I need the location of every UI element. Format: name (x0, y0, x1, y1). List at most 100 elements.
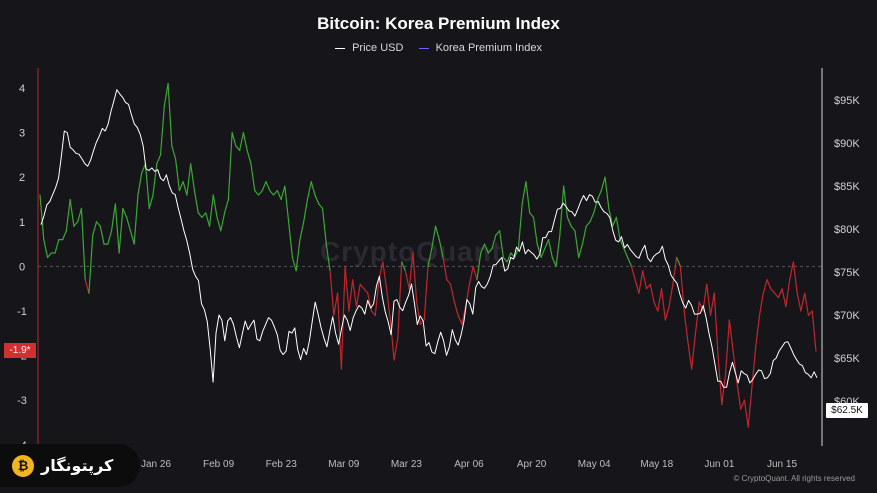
premium-segment (242, 132, 248, 152)
premium-segment (563, 185, 568, 218)
premium-segment (589, 212, 595, 223)
premium-segment (608, 207, 614, 227)
premium-segment (114, 203, 120, 254)
watermark: CryptoQuant (320, 236, 503, 267)
premium-segment (653, 301, 659, 312)
credit-text: © CryptoQuant. All rights reserved (733, 474, 856, 483)
x-tick: Jan 26 (141, 459, 171, 470)
premium-segment (325, 243, 331, 272)
brand-logo[interactable]: ₿ کرپتونگار (0, 444, 140, 487)
current-premium-badge: -1.9* (4, 343, 36, 358)
bitcoin-coin-icon: ₿ (12, 454, 34, 477)
premium-segment (743, 399, 749, 428)
premium-segment (329, 270, 335, 317)
premium-segment (559, 185, 565, 236)
premium-segment (389, 319, 395, 361)
premium-segment (272, 189, 278, 196)
premium-segment (88, 234, 94, 294)
premium-segment (65, 198, 71, 232)
premium-segment (352, 279, 358, 308)
premium-segment (521, 181, 527, 205)
premium-segment (355, 283, 361, 308)
premium-segment (506, 252, 512, 263)
premium-segment (751, 346, 757, 388)
premium-segment (336, 292, 342, 370)
premium-segment (39, 194, 45, 241)
premium-segment (570, 225, 576, 232)
premium-segment (190, 163, 196, 192)
premium-segment (141, 163, 147, 174)
premium-segment (450, 283, 455, 303)
premium-segment (638, 270, 644, 294)
premium-segment (755, 314, 761, 348)
premium-segment (596, 189, 602, 201)
y-left-tick: 4 (19, 83, 25, 95)
premium-segment (419, 319, 425, 325)
legend-item-price[interactable]: Price USD (335, 42, 403, 54)
premium-segment (811, 310, 817, 352)
premium-segment (291, 256, 297, 272)
premium-segment (578, 243, 584, 259)
premium-segment (159, 105, 165, 156)
premium-segment (792, 261, 798, 294)
premium-segment (480, 243, 486, 254)
premium-segment (698, 301, 704, 312)
premium-segment (344, 265, 350, 312)
premium-segment (73, 221, 79, 227)
premium-segment (205, 212, 211, 227)
premium-segment (310, 181, 316, 196)
premium-segment (126, 216, 132, 232)
premium-segment (627, 256, 633, 267)
legend-swatch-premium (418, 47, 429, 49)
premium-segment (404, 270, 410, 290)
premium-segment (800, 292, 806, 312)
chart-title: Bitcoin: Korea Premium Index (317, 14, 560, 33)
premium-segment (736, 381, 742, 410)
premium-segment (220, 212, 226, 232)
premium-segment (660, 288, 666, 321)
premium-segment (476, 252, 482, 281)
premium-segment (457, 314, 463, 325)
premium-segment (717, 355, 723, 406)
premium-segment (789, 261, 794, 281)
y-left-tick: -3 (17, 395, 27, 407)
premium-segment (171, 145, 177, 160)
premium-segment (182, 181, 188, 196)
premium-segment (129, 230, 135, 245)
x-tick: Jun 15 (767, 459, 797, 470)
legend-item-premium[interactable]: Korea Premium Index (418, 42, 542, 54)
premium-segment (46, 252, 52, 259)
premium-segment (615, 216, 621, 241)
legend-label-premium: Korea Premium Index (435, 42, 542, 54)
premium-segment (261, 181, 267, 192)
premium-segment (167, 82, 173, 147)
x-tick: Feb 09 (203, 459, 235, 470)
y-right-tick: $70K (834, 310, 860, 322)
premium-segment (585, 221, 591, 227)
premium-segment (201, 212, 207, 218)
premium-segment (212, 194, 218, 218)
premium-segment (284, 185, 290, 223)
premium-segment (137, 172, 143, 196)
premium-segment (664, 305, 670, 321)
premium-segment (687, 341, 693, 370)
premium-segment (468, 265, 474, 285)
premium-segment (773, 292, 779, 299)
premium-segment (363, 288, 369, 294)
premium-segment (186, 163, 192, 196)
premium-segment (600, 176, 606, 192)
premium-segment (250, 163, 256, 192)
current-price-badge: $62.5K (826, 403, 868, 418)
premium-segment (288, 221, 293, 259)
premium-segment (92, 221, 98, 236)
premium-segment (144, 163, 150, 210)
premium-segment (80, 207, 86, 281)
premium-segment (382, 261, 388, 290)
premium-segment (766, 279, 772, 290)
premium-segment (333, 292, 339, 317)
premium-segment (676, 256, 681, 267)
premium-segment (777, 288, 783, 299)
premium-segment (359, 283, 365, 290)
x-tick: May 04 (578, 459, 611, 470)
premium-segment (796, 292, 802, 312)
